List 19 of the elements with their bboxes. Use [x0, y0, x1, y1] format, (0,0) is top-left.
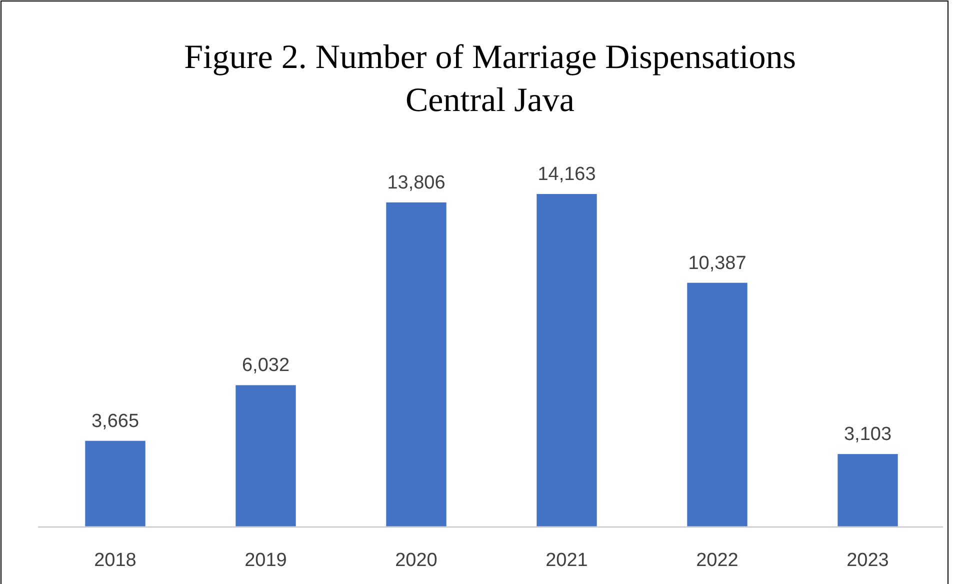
x-tick-label: 2021 — [546, 550, 588, 571]
x-tick-label: 2018 — [94, 550, 136, 571]
data-label: 6,032 — [242, 355, 290, 376]
chart-title: Figure 2. Number of Marriage Dispensations Central Java — [184, 39, 796, 119]
x-tick-label: 2020 — [395, 550, 438, 571]
bar — [85, 440, 146, 527]
x-tick-label: 2022 — [696, 550, 738, 571]
bar — [386, 202, 446, 527]
bar — [838, 454, 898, 527]
bar — [236, 385, 296, 527]
x-tick-label: 2023 — [846, 550, 889, 571]
x-tick-label: 2019 — [244, 550, 287, 571]
data-label: 10,387 — [688, 252, 746, 274]
data-label: 13,806 — [387, 172, 446, 194]
data-label: 14,163 — [538, 164, 596, 185]
data-label: 3,103 — [844, 424, 892, 446]
bar — [536, 194, 597, 527]
data-label: 3,665 — [91, 410, 140, 432]
bar — [687, 282, 748, 527]
